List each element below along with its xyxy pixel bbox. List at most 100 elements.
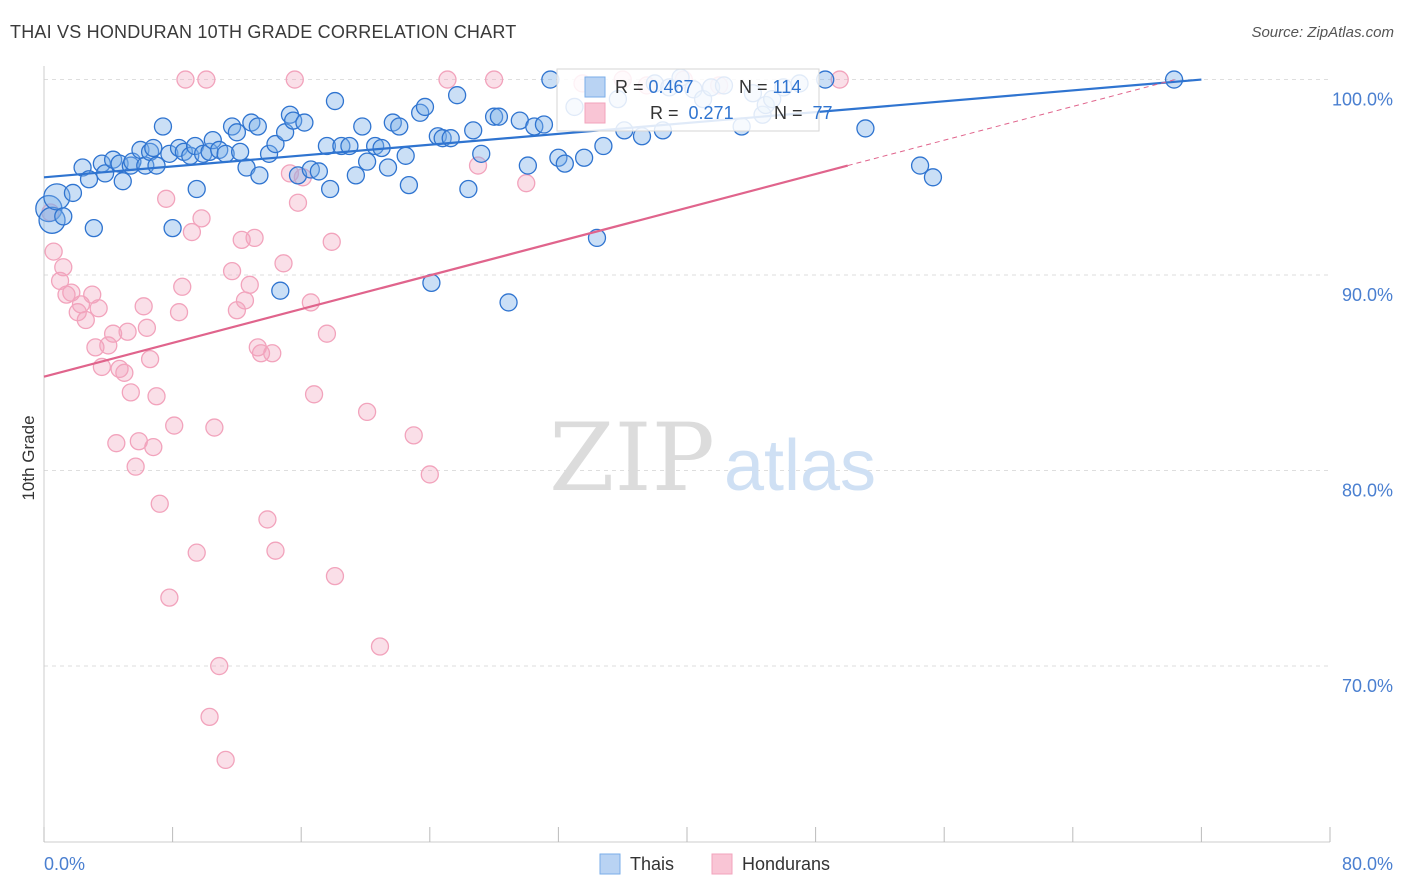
thai-point — [447, 86, 467, 105]
honduran-point — [370, 637, 390, 656]
legend-honduran-n-value: 77 — [808, 103, 833, 123]
honduran-point — [134, 297, 153, 316]
thai-point — [113, 172, 132, 191]
legend-top-honduran-swatch — [584, 102, 606, 124]
thai-point — [390, 117, 409, 136]
thai-point — [248, 117, 267, 136]
thai-point — [499, 293, 518, 312]
honduran-point — [187, 543, 206, 562]
thai-point — [63, 183, 83, 203]
thai-point — [534, 115, 554, 134]
thai-point — [147, 156, 166, 175]
honduran-point — [103, 324, 123, 343]
thai-point — [574, 148, 594, 167]
legend-bottom: Thais Hondurans — [599, 853, 830, 875]
thai-point — [43, 183, 71, 211]
legend-thai-n-value: 114 — [773, 77, 802, 97]
honduran-point — [285, 70, 304, 89]
y-axis-title: 10th Grade — [19, 415, 38, 500]
honduran-point — [62, 283, 81, 302]
honduran-point — [317, 324, 337, 343]
thai-point — [541, 70, 560, 89]
svg-text:R = 0.271: R = 0.271 — [615, 103, 759, 123]
honduran-point — [222, 261, 242, 281]
svg-text:N = 77: N = 77 — [739, 103, 858, 123]
honduran-point — [517, 174, 536, 193]
honduran-point — [216, 750, 235, 770]
thai-point — [325, 91, 345, 111]
thai-point — [230, 142, 250, 162]
honduran-trend-line — [43, 164, 849, 378]
thai-point — [73, 158, 92, 177]
thai-point — [187, 179, 206, 199]
grid-lines — [44, 79, 1330, 667]
y-tick-label: 70.0% — [1342, 676, 1393, 696]
honduran-point — [322, 232, 341, 251]
thai-point — [378, 158, 398, 177]
honduran-points — [41, 70, 849, 770]
honduran-point — [147, 387, 166, 406]
svg-text:R = 0.467: R = 0.467 — [615, 77, 694, 97]
honduran-point — [258, 510, 277, 529]
thai-point — [160, 144, 179, 163]
thai-point — [203, 131, 222, 150]
y-tick-labels: 70.0% 80.0% 90.0% 100.0% — [1332, 90, 1393, 696]
honduran-point — [76, 310, 95, 330]
honduran-point — [192, 209, 211, 228]
honduran-point — [160, 588, 179, 607]
legend-thai-r-label: R = — [615, 77, 649, 97]
x-tick-labels: 0.0% 80.0% — [44, 854, 1393, 874]
thai-point — [266, 134, 285, 154]
honduran-point — [121, 383, 140, 402]
honduran-point — [137, 318, 157, 337]
thai-point — [910, 156, 930, 175]
honduran-point — [438, 70, 457, 89]
legend-thais-swatch — [599, 853, 621, 875]
thai-point — [555, 154, 574, 173]
thai-point — [271, 281, 290, 300]
honduran-point — [150, 494, 169, 513]
honduran-point — [169, 303, 189, 322]
honduran-point — [325, 566, 345, 586]
chart-title: THAI VS HONDURAN 10TH GRADE CORRELATION … — [10, 22, 517, 42]
thai-point — [415, 97, 435, 117]
thai-point — [144, 138, 163, 158]
honduran-point — [144, 437, 163, 457]
thai-point — [411, 103, 430, 122]
thai-point — [320, 179, 340, 199]
thai-point — [38, 206, 66, 234]
honduran-point — [89, 299, 108, 318]
honduran-point — [44, 242, 63, 261]
honduran-point — [404, 426, 423, 445]
honduran-point — [263, 344, 282, 363]
honduran-point — [240, 275, 259, 294]
honduran-point — [182, 222, 202, 242]
thai-point — [227, 123, 247, 142]
chart-source: Source: ZipAtlas.com — [1251, 24, 1394, 41]
honduran-point — [420, 465, 439, 484]
thai-point — [346, 166, 366, 185]
thai-point — [484, 107, 504, 126]
x-tick-label: 0.0% — [44, 854, 85, 874]
thai-point — [250, 166, 269, 185]
watermark: ZIP atlas — [549, 404, 876, 513]
honduran-point — [176, 70, 195, 89]
honduran-point — [173, 277, 192, 296]
legend-honduran-r-label: R = — [650, 103, 684, 123]
legend-thai-n-label: N = — [739, 77, 773, 97]
legend-honduran-n-label: N = — [774, 103, 808, 123]
thai-point — [472, 144, 491, 163]
thai-point — [464, 121, 483, 140]
thai-point — [284, 111, 303, 130]
svg-text:N = 114: N = 114 — [739, 77, 801, 97]
thai-point — [357, 152, 377, 171]
thai-point — [222, 117, 242, 136]
thai-point — [518, 156, 538, 175]
y-tick-label: 80.0% — [1342, 481, 1393, 501]
thai-point — [856, 119, 875, 138]
honduran-point — [140, 349, 160, 369]
y-tick-label: 100.0% — [1332, 90, 1393, 110]
honduran-trend-extension — [847, 79, 1176, 167]
thai-point — [309, 162, 329, 181]
honduran-point — [107, 434, 126, 453]
